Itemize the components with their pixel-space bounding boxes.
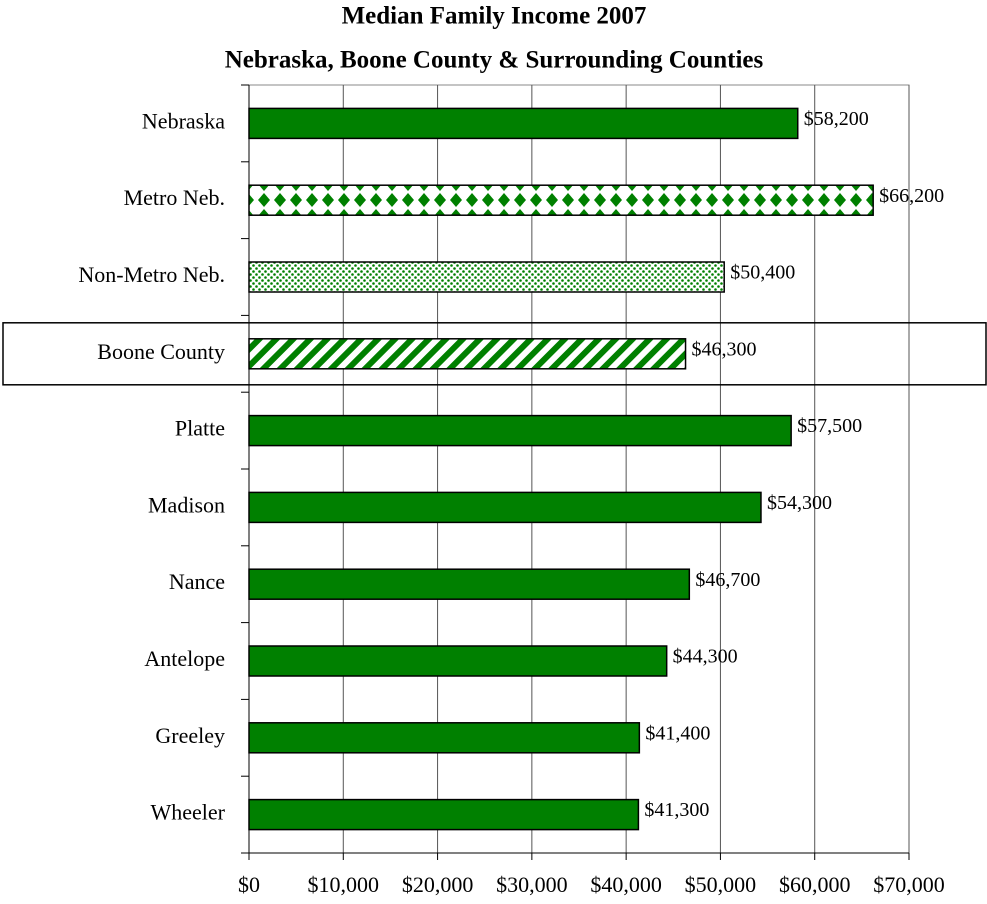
- chart-subtitle: Nebraska, Boone County & Surrounding Cou…: [225, 47, 764, 74]
- x-tick-label: $70,000: [873, 872, 945, 897]
- bar: [248, 107, 799, 140]
- highlight-box: [2, 322, 987, 386]
- value-label: $50,400: [730, 262, 795, 284]
- bar: [248, 645, 668, 677]
- x-tick-label: $30,000: [496, 872, 568, 897]
- bar: [248, 261, 725, 293]
- value-label: $44,300: [673, 646, 738, 668]
- y-tick-label: Boone County: [97, 339, 225, 364]
- bar: [248, 568, 691, 600]
- x-tick-label: $50,000: [685, 872, 757, 897]
- x-tick-label: $0: [238, 872, 260, 897]
- value-label: $58,200: [804, 108, 869, 130]
- chart-title: Median Family Income 2007: [342, 3, 647, 30]
- y-tick-label: Nebraska: [142, 108, 225, 133]
- bar: [248, 414, 792, 447]
- value-label: $54,300: [767, 492, 832, 514]
- bar: [248, 184, 874, 216]
- value-label: $57,500: [797, 415, 862, 437]
- bar: [248, 722, 641, 754]
- y-tick-label: Platte: [175, 416, 225, 441]
- y-tick-label: Non-Metro Neb.: [78, 262, 225, 287]
- value-label: $46,300: [692, 338, 757, 360]
- x-tick-label: $60,000: [779, 872, 851, 897]
- x-tick-label: $20,000: [402, 872, 474, 897]
- value-label: $66,200: [879, 185, 944, 207]
- bar: [248, 491, 762, 524]
- y-tick-label: Nance: [169, 569, 225, 594]
- y-tick-label: Madison: [148, 492, 225, 517]
- y-tick-label: Greeley: [155, 723, 225, 748]
- y-tick-label: Metro Neb.: [124, 185, 225, 210]
- bar: [248, 798, 640, 831]
- y-tick-label: Wheeler: [151, 800, 226, 825]
- x-tick-label: $10,000: [308, 872, 380, 897]
- value-label: $41,300: [644, 799, 709, 821]
- value-label: $46,700: [695, 569, 760, 591]
- bar: [248, 338, 687, 370]
- x-tick-label: $40,000: [590, 872, 662, 897]
- y-tick-label: Antelope: [144, 646, 225, 671]
- value-label: $41,400: [645, 722, 710, 744]
